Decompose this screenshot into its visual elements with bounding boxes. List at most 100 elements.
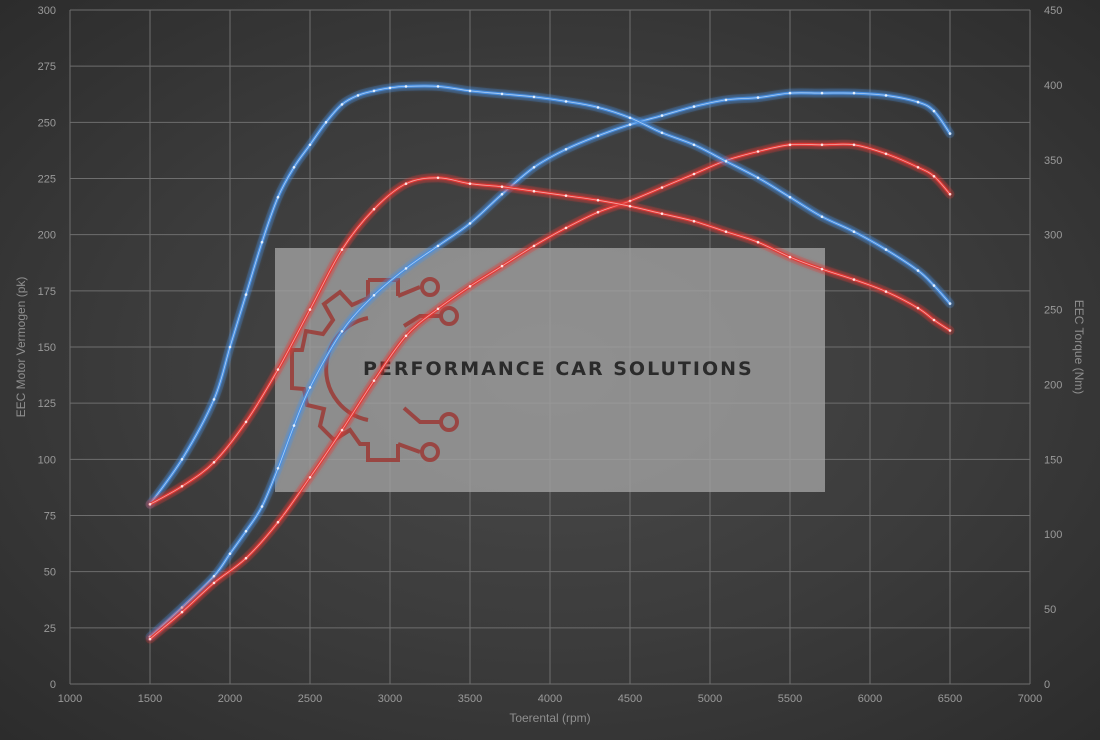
data-point: [596, 198, 600, 202]
y-tick-label: 275: [38, 61, 56, 73]
y-tick-label: 50: [44, 567, 56, 579]
y2-axis-title: EEC Torque (Nm): [1072, 300, 1086, 394]
x-tick-label: 3000: [378, 693, 402, 705]
data-point: [948, 329, 952, 332]
data-point: [564, 148, 568, 151]
data-point: [932, 175, 936, 178]
data-point: [532, 189, 536, 193]
data-point: [884, 94, 888, 97]
x-tick-label: 7000: [1018, 693, 1042, 705]
data-point: [820, 91, 824, 95]
data-point: [932, 109, 936, 113]
data-point: [596, 210, 600, 214]
data-point: [532, 166, 536, 169]
data-point: [884, 248, 888, 251]
y-tick-label: 200: [38, 230, 56, 242]
gear-circuit-logo-icon: [290, 277, 459, 462]
data-point: [852, 230, 856, 233]
data-point: [948, 132, 952, 135]
data-point: [372, 294, 376, 297]
y2-tick-label: 250: [1044, 305, 1062, 317]
data-point: [244, 420, 248, 424]
data-point: [436, 244, 440, 248]
data-point: [628, 116, 632, 120]
data-point: [404, 267, 408, 270]
data-point: [660, 114, 664, 117]
data-point: [788, 91, 792, 95]
y-tick-label: 25: [44, 623, 56, 635]
data-point: [212, 581, 216, 585]
x-tick-label: 2500: [298, 693, 322, 705]
x-tick-label: 5000: [698, 693, 722, 705]
data-point: [228, 552, 232, 555]
data-point: [884, 152, 888, 156]
data-point: [916, 306, 920, 310]
data-point: [468, 285, 472, 288]
data-point: [788, 195, 792, 199]
data-point: [372, 207, 376, 211]
data-point: [468, 89, 472, 93]
data-point: [276, 368, 280, 371]
data-point: [276, 195, 280, 199]
data-point: [916, 166, 920, 169]
data-point: [324, 121, 328, 124]
data-point: [628, 204, 632, 208]
data-point: [340, 428, 344, 432]
y2-tick-label: 300: [1044, 230, 1062, 242]
data-point: [916, 269, 920, 272]
data-point: [180, 610, 184, 614]
data-point: [820, 215, 824, 218]
data-point: [756, 176, 760, 180]
data-point: [340, 248, 344, 251]
series-highlight: [149, 92, 951, 638]
data-point: [692, 105, 696, 108]
data-point: [212, 398, 216, 401]
data-point: [372, 379, 376, 383]
data-point: [820, 267, 824, 271]
data-point: [948, 302, 952, 305]
data-point: [660, 212, 664, 215]
data-point: [916, 100, 920, 104]
x-axis-title: Toerental (rpm): [509, 711, 590, 725]
data-point: [500, 264, 504, 268]
data-point: [852, 143, 856, 147]
x-tick-label: 5500: [778, 693, 802, 705]
series-torque-tuned: [145, 81, 955, 509]
y-tick-label: 75: [44, 511, 56, 523]
data-point: [308, 143, 312, 147]
data-point: [788, 143, 792, 147]
data-point: [436, 176, 440, 180]
watermark-text: PERFORMANCE CAR SOLUTIONS: [363, 358, 754, 380]
data-point: [932, 284, 936, 287]
data-point: [388, 86, 392, 90]
data-point: [756, 150, 760, 153]
data-point: [148, 637, 152, 641]
y-tick-label: 150: [38, 342, 56, 354]
series-torque-stock: [145, 173, 955, 509]
y-tick-label: 0: [50, 679, 56, 691]
data-point: [356, 94, 360, 97]
data-point: [260, 240, 264, 244]
x-tick-label: 4000: [538, 693, 562, 705]
data-point: [404, 182, 408, 185]
data-point: [532, 95, 536, 99]
y2-tick-label: 350: [1044, 155, 1062, 167]
data-point: [148, 503, 152, 506]
watermark: PERFORMANCE CAR SOLUTIONS: [275, 248, 825, 492]
y2-tick-label: 400: [1044, 80, 1062, 92]
data-point: [244, 556, 248, 560]
y2-tick-label: 150: [1044, 454, 1062, 466]
x-tick-label: 3500: [458, 693, 482, 705]
data-point: [308, 476, 312, 479]
data-point: [692, 143, 696, 147]
y2-tick-label: 50: [1044, 604, 1056, 616]
data-point: [564, 194, 568, 197]
data-point: [852, 91, 856, 95]
data-point: [564, 100, 568, 103]
data-point: [180, 606, 184, 609]
data-point: [724, 98, 728, 102]
data-point: [596, 134, 600, 138]
x-tick-label: 1000: [58, 693, 82, 705]
data-point: [228, 345, 232, 349]
x-tick-label: 4500: [618, 693, 642, 705]
